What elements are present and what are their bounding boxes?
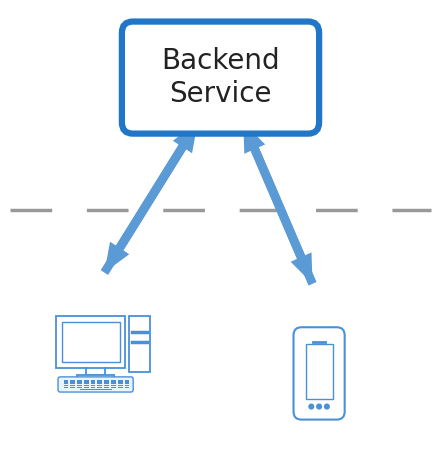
FancyBboxPatch shape: [91, 387, 96, 388]
FancyBboxPatch shape: [97, 382, 102, 384]
Text: Backend
Service: Backend Service: [161, 47, 280, 108]
FancyBboxPatch shape: [125, 385, 129, 386]
FancyBboxPatch shape: [118, 387, 123, 388]
FancyBboxPatch shape: [64, 382, 68, 384]
FancyBboxPatch shape: [71, 385, 75, 386]
FancyBboxPatch shape: [111, 380, 116, 382]
FancyBboxPatch shape: [118, 382, 123, 384]
FancyBboxPatch shape: [84, 385, 89, 386]
FancyBboxPatch shape: [111, 385, 116, 386]
Polygon shape: [105, 120, 202, 272]
Circle shape: [309, 404, 314, 409]
Circle shape: [317, 404, 321, 409]
FancyBboxPatch shape: [56, 316, 125, 368]
FancyBboxPatch shape: [62, 322, 120, 362]
FancyBboxPatch shape: [91, 380, 96, 382]
FancyBboxPatch shape: [80, 389, 112, 390]
FancyBboxPatch shape: [118, 385, 123, 386]
FancyBboxPatch shape: [84, 382, 89, 384]
FancyBboxPatch shape: [91, 385, 96, 386]
FancyBboxPatch shape: [71, 387, 75, 388]
FancyBboxPatch shape: [71, 382, 75, 384]
FancyBboxPatch shape: [111, 387, 116, 388]
Polygon shape: [243, 122, 317, 285]
FancyBboxPatch shape: [129, 316, 149, 372]
FancyBboxPatch shape: [118, 380, 123, 382]
FancyBboxPatch shape: [64, 387, 68, 388]
FancyBboxPatch shape: [77, 385, 82, 386]
FancyBboxPatch shape: [71, 380, 75, 382]
FancyBboxPatch shape: [104, 380, 109, 382]
FancyBboxPatch shape: [97, 385, 102, 386]
Polygon shape: [101, 122, 198, 275]
FancyBboxPatch shape: [125, 380, 129, 382]
FancyBboxPatch shape: [122, 22, 319, 133]
FancyBboxPatch shape: [306, 344, 333, 399]
FancyBboxPatch shape: [125, 387, 129, 388]
FancyBboxPatch shape: [64, 380, 68, 382]
FancyBboxPatch shape: [104, 385, 109, 386]
FancyBboxPatch shape: [64, 385, 68, 386]
FancyBboxPatch shape: [77, 380, 82, 382]
Circle shape: [325, 404, 329, 409]
FancyBboxPatch shape: [104, 382, 109, 384]
FancyBboxPatch shape: [97, 387, 102, 388]
FancyBboxPatch shape: [91, 382, 96, 384]
FancyBboxPatch shape: [58, 377, 133, 392]
FancyBboxPatch shape: [111, 382, 116, 384]
FancyBboxPatch shape: [125, 382, 129, 384]
FancyBboxPatch shape: [84, 380, 89, 382]
Polygon shape: [239, 120, 313, 284]
FancyBboxPatch shape: [294, 327, 345, 419]
FancyBboxPatch shape: [77, 375, 114, 378]
FancyBboxPatch shape: [77, 382, 82, 384]
FancyBboxPatch shape: [97, 380, 102, 382]
FancyBboxPatch shape: [84, 387, 89, 388]
FancyBboxPatch shape: [77, 387, 82, 388]
FancyBboxPatch shape: [104, 387, 109, 388]
